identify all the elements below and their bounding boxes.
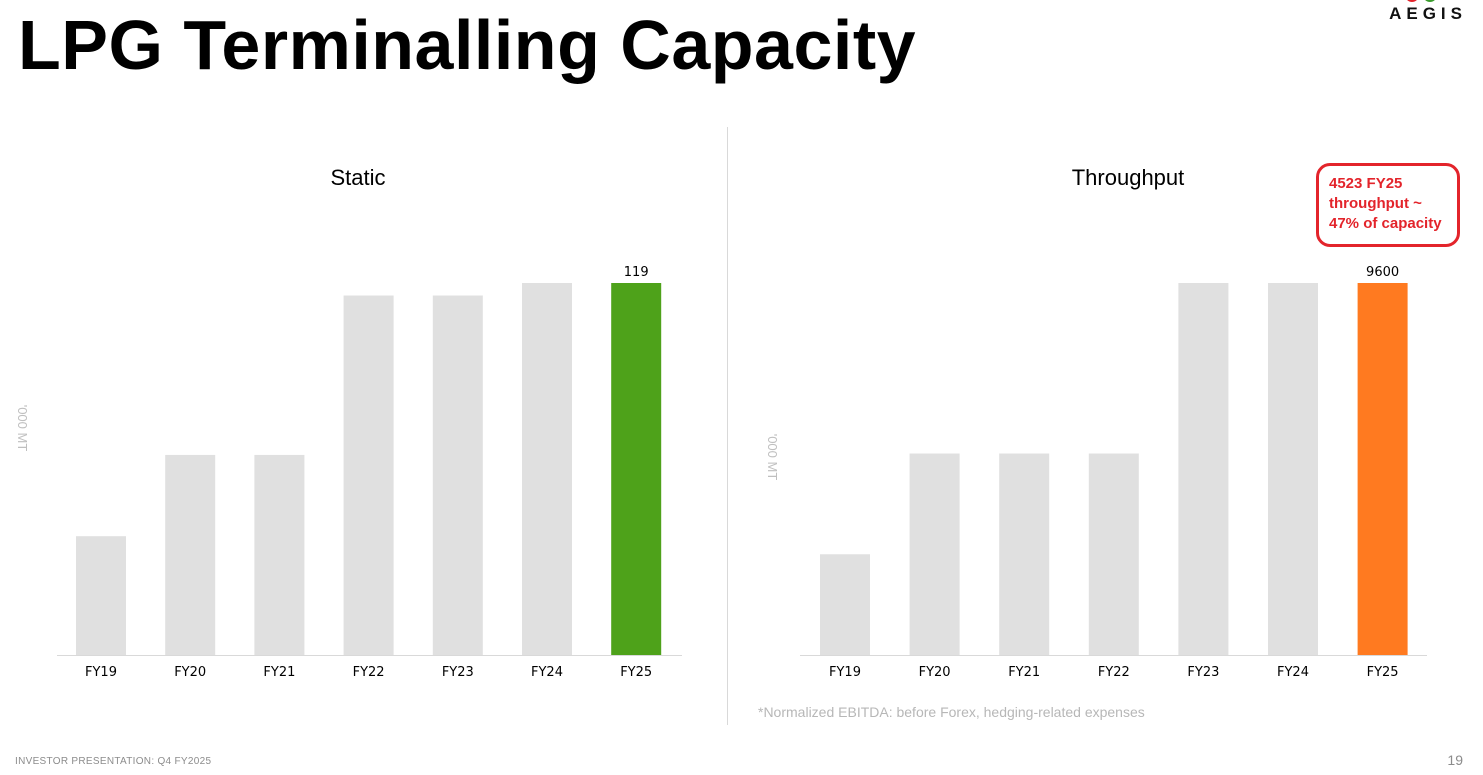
throughput-tick-label: FY19 <box>829 665 861 680</box>
static-chart-title: Static <box>330 165 385 190</box>
static-y-axis-label: '000 MT <box>15 405 30 452</box>
throughput-tick-label: FY22 <box>1098 665 1130 680</box>
static-chart: Static '000 MT FY19 FY20 FY21 FY22 FY23 FY24 FY2… <box>15 165 682 680</box>
static-bar-fy23 <box>432 295 483 655</box>
throughput-bar-fy25 <box>1357 283 1408 655</box>
throughput-y-axis-label: '000 MT <box>765 434 780 481</box>
throughput-tick-label: FY23 <box>1187 665 1219 680</box>
logo-red-mark-icon <box>1405 0 1419 2</box>
callout-line: 4523 FY25 <box>1329 175 1403 192</box>
static-bar-fy25 <box>611 283 662 655</box>
throughput-tick-label: FY20 <box>919 665 951 680</box>
static-tick-label: FY19 <box>85 665 117 680</box>
callout-line: 47% of capacity <box>1329 215 1442 232</box>
throughput-bar-fy19 <box>820 554 870 655</box>
static-bar-fy24 <box>522 283 572 655</box>
callout-line: throughput ~ <box>1329 195 1422 212</box>
static-bar-fy22 <box>343 295 394 655</box>
throughput-tick-label: FY25 <box>1367 665 1399 680</box>
static-tick-label: FY23 <box>442 665 474 680</box>
throughput-bar-fy23 <box>1178 283 1229 655</box>
static-bar-fy20 <box>165 454 216 655</box>
logo-green-mark-icon <box>1423 0 1437 2</box>
throughput-chart: Throughput '000 MT FY19 FY20 FY21 FY22 FY23 FY2… <box>765 165 1427 680</box>
footer-text: INVESTOR PRESENTATION: Q4 FY2025 <box>15 756 212 767</box>
static-tick-label: FY22 <box>353 665 385 680</box>
page-title: LPG Terminalling Capacity <box>18 6 917 84</box>
static-data-label: 119 <box>624 265 649 280</box>
throughput-bar-fy24 <box>1268 283 1318 655</box>
aegis-logo: AEGIS <box>1357 0 1467 28</box>
static-tick-label: FY21 <box>263 665 295 680</box>
throughput-bar-fy22 <box>1088 453 1139 655</box>
throughput-callout: 4523 FY25 throughput ~ 47% of capacity <box>1316 163 1460 247</box>
throughput-bar-fy20 <box>909 453 960 655</box>
static-tick-label: FY25 <box>620 665 652 680</box>
throughput-tick-label: FY24 <box>1277 665 1309 680</box>
logo-text: AEGIS <box>1389 4 1467 23</box>
throughput-data-label: 9600 <box>1366 265 1399 280</box>
footnote: *Normalized EBITDA: before Forex, hedgin… <box>758 704 1145 720</box>
static-tick-label: FY20 <box>174 665 206 680</box>
static-bar-fy19 <box>76 536 126 655</box>
chart-divider <box>727 127 728 725</box>
page-number: 19 <box>1447 752 1463 768</box>
throughput-bar-fy21 <box>999 453 1050 655</box>
static-tick-label: FY24 <box>531 665 563 680</box>
logo-mark-icon <box>1405 0 1445 4</box>
throughput-chart-title: Throughput <box>1072 165 1185 190</box>
static-bar-fy21 <box>254 454 305 655</box>
throughput-tick-label: FY21 <box>1008 665 1040 680</box>
